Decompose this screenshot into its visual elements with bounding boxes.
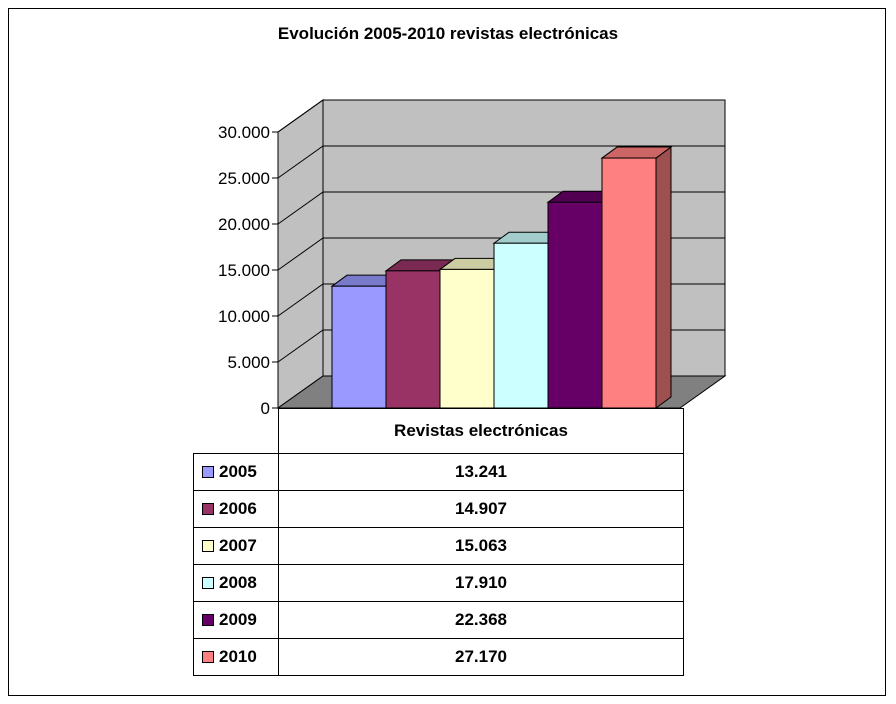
bar-front-face	[601, 157, 657, 409]
value-cell: 14.907	[278, 490, 684, 528]
category-cell: 2008	[193, 564, 279, 602]
bar-2010	[600, 146, 673, 409]
bar-side-face	[655, 146, 672, 409]
value-cell: 17.910	[278, 564, 684, 602]
bar-front-face	[439, 268, 495, 409]
category-cell: 2010	[193, 638, 279, 676]
table-row: 2009 22.368	[193, 601, 684, 639]
bar-front-face	[547, 201, 603, 409]
y-tick-label: 5.000	[227, 353, 270, 372]
y-tick-label: 25.000	[218, 169, 270, 188]
category-label: 2007	[219, 536, 257, 555]
table-row: 2005 13.241	[193, 453, 684, 491]
table-row: 2010 27.170	[193, 638, 684, 676]
value-cell: 15.063	[278, 527, 684, 565]
category-label: 2008	[219, 573, 257, 592]
gridline	[277, 145, 725, 179]
bar-front-face	[493, 242, 549, 409]
legend-swatch	[202, 614, 214, 626]
value-cell: 27.170	[278, 638, 684, 676]
series-name: Revistas electrónicas	[278, 408, 684, 454]
category-label: 2006	[219, 499, 257, 518]
category-cell: 2006	[193, 490, 279, 528]
value-cell: 13.241	[278, 453, 684, 491]
category-label: 2009	[219, 610, 257, 629]
legend-swatch	[202, 577, 214, 589]
y-tick-label: 30.000	[218, 123, 270, 142]
y-tick-label: 10.000	[218, 307, 270, 326]
bar-front-face	[331, 285, 387, 409]
category-label: 2010	[219, 647, 257, 666]
legend-swatch	[202, 466, 214, 478]
category-cell: 2005	[193, 453, 279, 491]
table-header-row: Revistas electrónicas	[194, 408, 684, 454]
bar-front-face	[385, 270, 441, 409]
category-label: 2005	[219, 462, 257, 481]
y-tick-label: 20.000	[218, 215, 270, 234]
legend-swatch	[202, 540, 214, 552]
legend-swatch	[202, 651, 214, 663]
legend-swatch	[202, 503, 214, 515]
table-row: 2008 17.910	[193, 564, 684, 602]
category-cell: 2009	[193, 601, 279, 639]
category-cell: 2007	[193, 527, 279, 565]
value-cell: 22.368	[278, 601, 684, 639]
data-table: Revistas electrónicas 2005 13.241 2006 14.90…	[193, 408, 684, 676]
gridline	[277, 99, 725, 133]
table-row: 2006 14.907	[193, 490, 684, 528]
chart-title: Evolución 2005-2010 revistas electrónica…	[277, 24, 619, 43]
y-tick-label: 0	[261, 399, 270, 418]
y-tick-label: 15.000	[218, 261, 270, 280]
table-row: 2007 15.063	[193, 527, 684, 565]
